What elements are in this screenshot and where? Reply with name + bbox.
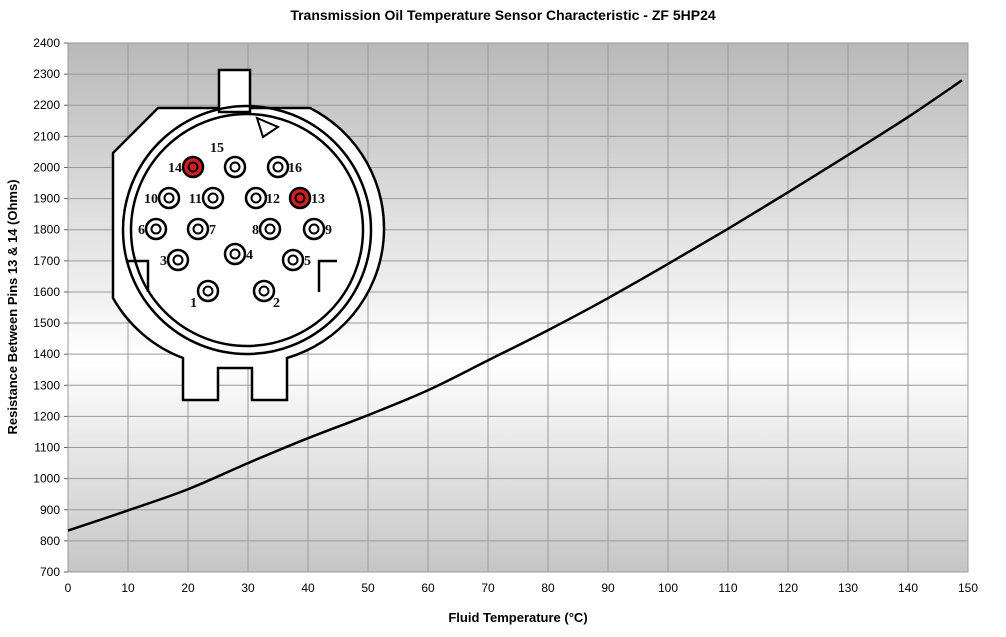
pin-10-inner [163, 192, 175, 204]
pin-5-inner [287, 254, 299, 266]
x-tick-label: 20 [181, 581, 195, 595]
y-tick-label: 1000 [33, 472, 60, 486]
y-tick-label: 1500 [33, 316, 60, 330]
pin-label: 6 [138, 223, 145, 238]
x-tick-label: 150 [958, 581, 978, 595]
y-tick-label: 1800 [33, 223, 60, 237]
pin-label: 16 [288, 161, 302, 176]
pin-12-inner [250, 192, 262, 204]
pin-label: 4 [246, 248, 253, 263]
y-tick-label: 2200 [33, 98, 60, 112]
pin-6-inner [150, 223, 162, 235]
pin-label: 9 [325, 223, 332, 238]
pin-4-outer [223, 242, 247, 266]
pin-1-outer [196, 279, 220, 303]
pin-label: 2 [273, 296, 280, 311]
pin-9-inner [308, 223, 320, 235]
pin-15-outer [223, 155, 247, 179]
pin-13-outer [288, 186, 312, 210]
pin-label: 1 [190, 296, 197, 311]
pin-3-inner [172, 254, 184, 266]
pin-label: 8 [252, 223, 259, 238]
y-tick-label: 1400 [33, 347, 60, 361]
pin-label: 14 [168, 161, 182, 176]
chart-title: Transmission Oil Temperature Sensor Char… [290, 7, 716, 23]
pin-label: 13 [311, 192, 325, 207]
pin-label: 5 [304, 254, 311, 269]
x-tick-label: 80 [541, 581, 555, 595]
connector-right-slot [317, 259, 337, 292]
y-axis-label: Resistance Between Pins 13 & 14 (Ohms) [5, 179, 20, 434]
y-tick-label: 1600 [33, 285, 60, 299]
pin-16-outer [266, 155, 290, 179]
y-tick-label: 2000 [33, 160, 60, 174]
pin-12-outer [244, 186, 268, 210]
pin-4-inner [229, 248, 241, 260]
pin-10-outer [157, 186, 181, 210]
pin-3-outer [166, 248, 190, 272]
pin-label: 11 [189, 192, 202, 207]
x-tick-label: 70 [481, 581, 495, 595]
y-tick-label: 2300 [33, 67, 60, 81]
pin-8-outer [258, 217, 282, 241]
pin-8-inner [264, 223, 276, 235]
y-tick-labels: 700 800 900 1000 1100 1200 1300 1400 1500 1600 170… [33, 36, 60, 579]
pin-2-inner [258, 285, 270, 297]
x-tick-label: 30 [241, 581, 255, 595]
pin-9-outer [302, 217, 326, 241]
pin-15-inner [229, 161, 241, 173]
connector-key-triangle [255, 116, 281, 139]
x-tick-label: 0 [65, 581, 72, 595]
pin-11-inner [207, 192, 219, 204]
y-tick-label: 1200 [33, 409, 60, 423]
x-tick-label: 90 [601, 581, 615, 595]
x-tick-labels: 0 10 20 30 40 50 60 70 80 90 100 110 120 130 140 150 [65, 581, 979, 595]
y-tick-label: 1300 [33, 378, 60, 392]
x-tick-label: 60 [421, 581, 435, 595]
y-tick-label: 700 [40, 565, 60, 579]
pin-13-inner [294, 192, 306, 204]
y-tick-label: 1900 [33, 192, 60, 206]
x-tick-label: 130 [838, 581, 858, 595]
connector-outer-ring [121, 104, 373, 356]
x-tick-label: 120 [778, 581, 798, 595]
pin-16-inner [272, 161, 284, 173]
pin-11-outer [201, 186, 225, 210]
x-axis-label: Fluid Temperature (°C) [448, 610, 587, 625]
pin-7-inner [192, 223, 204, 235]
series-line-resistance [67, 79, 963, 532]
pin-2-outer [252, 279, 276, 303]
pin-14-outer [181, 155, 205, 179]
y-tick-label: 1100 [34, 441, 60, 455]
y-tick-label: 2100 [33, 129, 60, 143]
x-tick-label: 110 [718, 581, 737, 595]
pin-5-outer [281, 248, 305, 272]
pin-7-outer [186, 217, 210, 241]
x-tick-label: 40 [301, 581, 315, 595]
connector-left-slot [126, 259, 150, 292]
y-tick-label: 900 [40, 503, 60, 517]
y-tick-label: 1700 [33, 254, 60, 268]
pin-label: 15 [210, 141, 224, 156]
pin-label: 3 [160, 254, 167, 269]
pin-label: 10 [144, 192, 158, 207]
pin-1-inner [202, 285, 214, 297]
pin-label: 12 [266, 192, 280, 207]
x-tick-label: 10 [121, 581, 135, 595]
x-tick-label: 140 [898, 581, 918, 595]
pin-14-inner [187, 161, 199, 173]
x-tick-label: 100 [658, 581, 678, 595]
y-tick-label: 800 [40, 534, 60, 548]
pin-label: 7 [209, 223, 216, 238]
y-tick-label: 2400 [33, 36, 60, 50]
x-tick-label: 50 [361, 581, 375, 595]
pin-6-outer [144, 217, 168, 241]
